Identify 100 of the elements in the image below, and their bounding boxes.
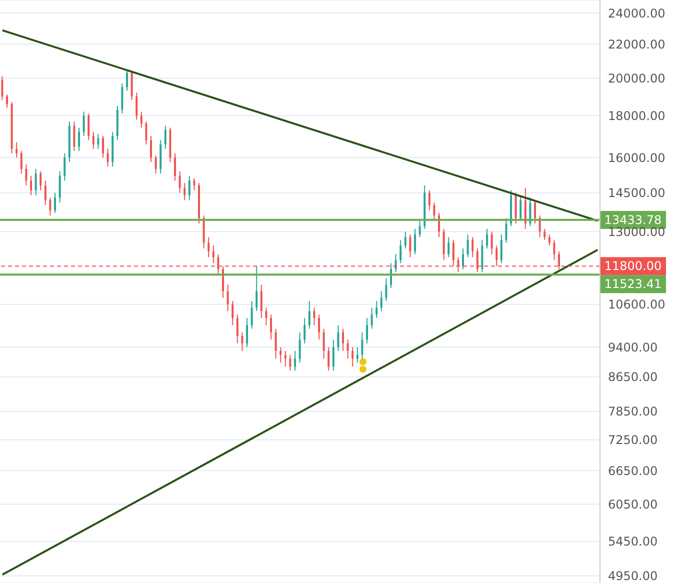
candlestick [58,170,61,204]
candlestick [246,318,248,348]
candlestick [346,339,349,360]
candlestick [126,70,128,92]
candlestick [49,197,52,216]
candlestick [500,234,502,264]
candlestick [442,228,445,261]
ref-line-label: 11800.00 [604,259,662,274]
candlestick [184,182,186,201]
candlestick [274,328,277,360]
candlestick [313,307,316,326]
candlestick [352,346,354,368]
candlestick [433,202,436,222]
candlestick [472,236,474,258]
ref-line-label: 13433.78 [604,212,662,227]
candlestick [44,180,46,206]
candlestick [356,346,358,364]
candlestick [481,239,484,273]
y-tick-label: 18000.00 [608,108,666,123]
candlestick [486,228,488,249]
candlestick [409,234,412,258]
candlestick [136,92,138,120]
candlestick [466,234,469,258]
candlestick [236,314,238,344]
candlestick [308,300,310,330]
y-tick-label: 6050.00 [608,497,658,512]
y-tick-label: 20000.00 [608,71,666,86]
candlestick [553,239,556,261]
candlestick [404,231,406,249]
candlestick [548,234,550,246]
candlestick [145,121,148,145]
candlestick [298,332,301,364]
candlestick [448,236,450,258]
candlestick [20,150,22,174]
candlestick [385,278,388,302]
candlestick [342,328,344,352]
candlestick [318,314,320,340]
candlestick [130,70,133,101]
y-tick-label: 24000.00 [608,6,666,20]
candlestick [34,168,37,196]
candlestick [97,133,100,150]
candlestick [102,136,104,158]
y-tick-label: 13000.00 [608,224,666,239]
candlestick [1,76,4,101]
y-tick-label: 4950.00 [608,568,658,583]
candlestick [178,170,181,194]
candlestick [121,82,124,114]
candlestick [256,266,258,312]
candlestick [241,332,244,352]
candlestick [92,131,94,150]
candlestick [208,236,210,258]
candlestick [78,127,80,152]
candlestick [250,300,253,330]
candlestick [212,245,214,264]
candlestick [294,350,296,372]
candlestick [226,284,229,312]
candlestick [370,307,373,330]
candlestick [270,314,272,340]
y-tick-label: 7850.00 [608,404,658,419]
candlestick [6,94,8,108]
candlestick [164,125,166,150]
candlestick [82,111,85,137]
candlestick [193,178,196,191]
candlestick [260,284,262,319]
candlestick [232,300,234,326]
candlestick [154,154,157,174]
y-tick-label: 10600.00 [608,298,666,312]
candlestick [73,121,76,152]
candlestick [361,332,364,360]
candlestick [337,324,340,352]
candlestick [529,197,532,227]
candlestick [332,339,334,372]
candlestick [25,164,28,186]
candlestick [514,192,517,224]
candlestick [376,300,378,319]
candlestick [54,192,56,214]
y-tick-label: 14500.00 [608,186,666,200]
candlestick [462,248,464,270]
candlestick [88,113,90,141]
candlestick [265,307,268,326]
y-tick-label: 22000.00 [608,37,666,52]
candlestick [505,218,508,244]
candlestick [289,354,292,372]
ref-line-label: 11523.41 [604,277,662,292]
candlestick [140,111,142,128]
candlestick [30,175,32,196]
candlestick [400,239,402,264]
candlestick [280,346,282,364]
candlestick [524,187,526,230]
candlestick [490,231,493,255]
candlestick [544,228,546,240]
candlestick [534,200,536,224]
candlestick [414,228,416,255]
candlestick [16,142,18,158]
candlestick [428,190,430,211]
candlestick [188,175,190,201]
candlestick [150,136,152,163]
candlestick [304,318,306,344]
candlestick [328,346,330,372]
candlestick [418,220,421,238]
